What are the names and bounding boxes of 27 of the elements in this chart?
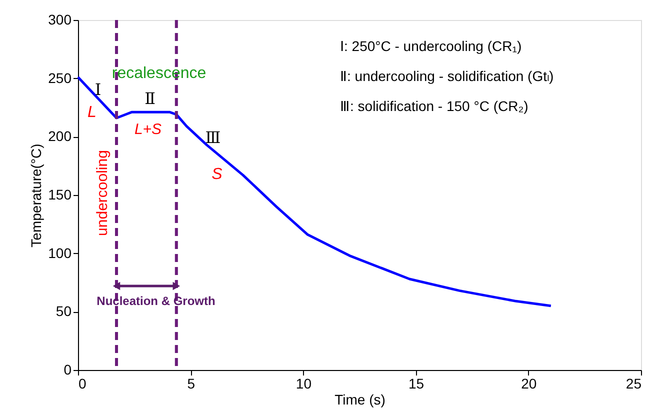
x-axis-title: Time (s) [334, 392, 386, 408]
y-tick-label: 150 [48, 186, 72, 202]
y-tick-label: 200 [48, 128, 72, 144]
y-axis-title: Temperature(°C) [28, 144, 44, 248]
x-tick-label: 5 [187, 376, 196, 392]
annotation: Ⅱ [144, 89, 156, 108]
annotation: recalescence [112, 65, 206, 82]
annotation: Nucleation & Growth [96, 294, 216, 308]
annotation: Ⅲ: solidification - 150 °C (CR₂) [340, 98, 528, 114]
annotation: L+S [134, 121, 162, 138]
y-tick-label: 0 [64, 362, 72, 378]
annotation: Ⅱ: undercooling - solidification (Gtₗ) [340, 68, 554, 84]
y-tick-label: 300 [48, 12, 72, 28]
y-tick-label: 50 [56, 303, 72, 320]
x-tick-label: 10 [296, 376, 312, 392]
x-tick-label: 25 [626, 376, 642, 392]
annotation: S [212, 166, 223, 183]
y-tick-label: 250 [48, 70, 72, 86]
x-tick-label: 15 [408, 376, 424, 392]
x-tick-label: 20 [521, 376, 537, 392]
annotation: Ⅰ [94, 80, 102, 99]
annotation: L [88, 104, 96, 121]
annotation: Ⅲ [205, 128, 221, 147]
x-tick-label: 0 [78, 376, 86, 392]
y-tick-label: 100 [48, 244, 72, 261]
annotation: Ⅰ: 250°C - undercooling (CR₁) [340, 38, 522, 54]
annotation: undercooling [94, 150, 111, 236]
